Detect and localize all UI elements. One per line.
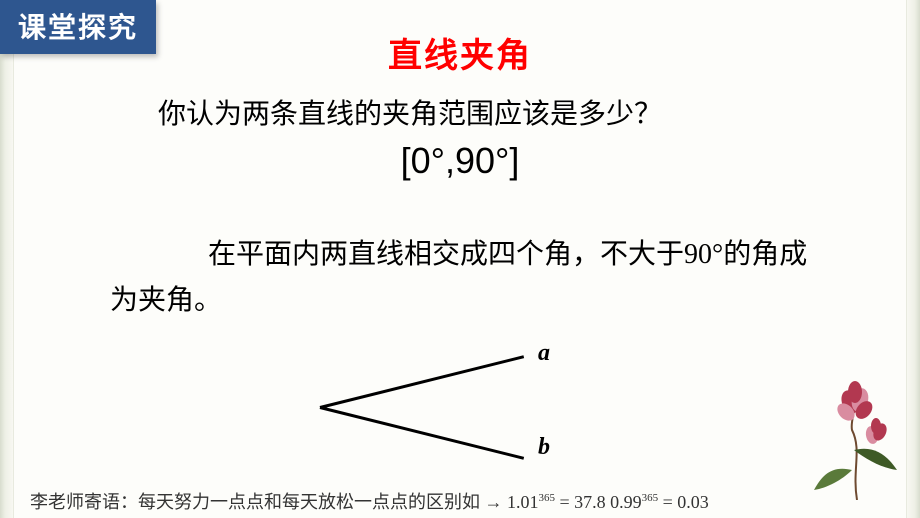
line-b-label: b — [538, 434, 550, 461]
blossom-icon — [834, 381, 876, 424]
definition-text: 在平面内两直线相交成四个角，不大于90°的角成为夹角。 — [110, 232, 830, 324]
eq2-rhs: = 0.03 — [658, 492, 709, 512]
line-a — [320, 355, 524, 409]
intersecting-lines-diagram: a b — [280, 340, 580, 460]
blossom-icon — [865, 418, 890, 445]
leaf-icon — [854, 449, 897, 470]
flower-decoration — [802, 380, 912, 500]
angle-range: [0°,90°] — [0, 140, 920, 182]
footer-prefix: 李老师寄语：每天努力一点点和每天放松一点点的区别如 → — [30, 492, 507, 512]
leaf-icon — [814, 469, 852, 490]
footer-quote: 李老师寄语：每天努力一点点和每天放松一点点的区别如 → 1.01365 = 37… — [30, 488, 890, 514]
eq2-exp: 365 — [642, 492, 659, 504]
eq1-exp: 365 — [539, 492, 556, 504]
section-badge: 课堂探究 — [0, 0, 156, 54]
line-a-label: a — [538, 340, 550, 367]
eq1-base: 1.01 — [507, 492, 539, 512]
eq1-rhs: = 37.8 — [555, 492, 606, 512]
question-text: 你认为两条直线的夹角范围应该是多少？ — [158, 92, 662, 132]
paper-left-edge — [0, 0, 14, 518]
line-b — [320, 406, 524, 460]
eq2-base: 0.99 — [610, 492, 642, 512]
